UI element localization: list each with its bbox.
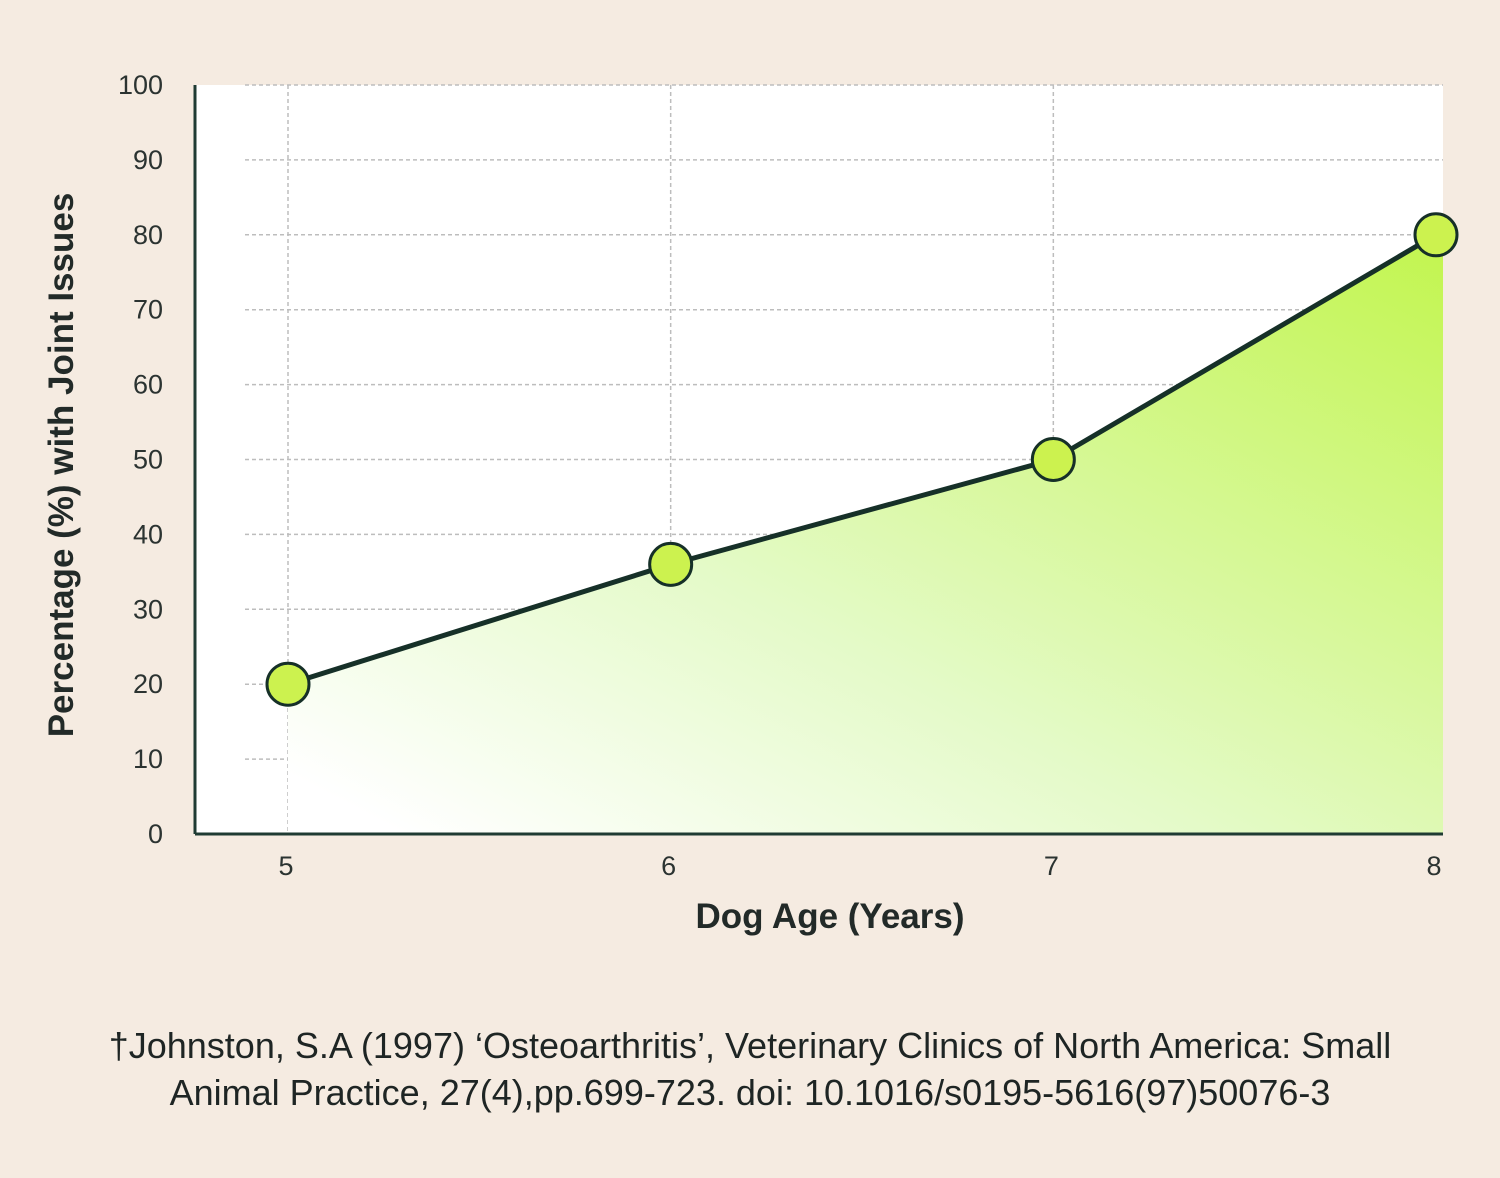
x-tick-label: 7	[1044, 851, 1059, 881]
series-line	[287, 232, 1438, 687]
y-tick-label: 100	[118, 70, 163, 100]
citation-line-2: Animal Practice, 27(4),pp.699-723. doi: …	[169, 1072, 1331, 1113]
y-tick-label: 70	[133, 295, 163, 325]
x-tick-label: 6	[661, 851, 676, 881]
x-tick-label: 8	[1426, 851, 1441, 881]
y-tick-label: 0	[148, 819, 163, 849]
y-tick-label: 20	[133, 669, 163, 699]
data-point-marker	[1413, 212, 1459, 258]
x-tick-label: 5	[278, 851, 293, 881]
data-point-marker	[648, 541, 694, 587]
x-tick-labels: 5 6 7 8	[278, 851, 1441, 881]
y-tick-label: 60	[133, 370, 163, 400]
y-tick-label: 40	[133, 519, 163, 549]
y-tick-label: 90	[133, 145, 163, 175]
data-markers	[265, 212, 1459, 707]
data-point-marker	[265, 661, 311, 707]
area-fill	[288, 234, 1443, 835]
citation-line-1: †Johnston, S.A (1997) ‘Osteoarthritis’, …	[108, 1025, 1392, 1066]
axes	[193, 85, 1443, 836]
y-tick-labels: 0 10 20 30 40 50 60 70 80 90 100	[118, 70, 163, 849]
x-axis-title: Dog Age (Years)	[695, 897, 964, 936]
y-tick-label: 30	[133, 594, 163, 624]
citation: †Johnston, S.A (1997) ‘Osteoarthritis’, …	[0, 1022, 1500, 1116]
area-chart: 0 10 20 30 40 50 60 70 80 90 100 5 6 7 8 Dog Age (Yea…	[42, 70, 1459, 936]
y-tick-label: 80	[133, 220, 163, 250]
y-tick-label: 50	[133, 445, 163, 475]
y-tick-label: 10	[133, 744, 163, 774]
y-axis-title: Percentage (%) with Joint Issues	[42, 193, 81, 738]
data-point-marker	[1030, 437, 1076, 482]
